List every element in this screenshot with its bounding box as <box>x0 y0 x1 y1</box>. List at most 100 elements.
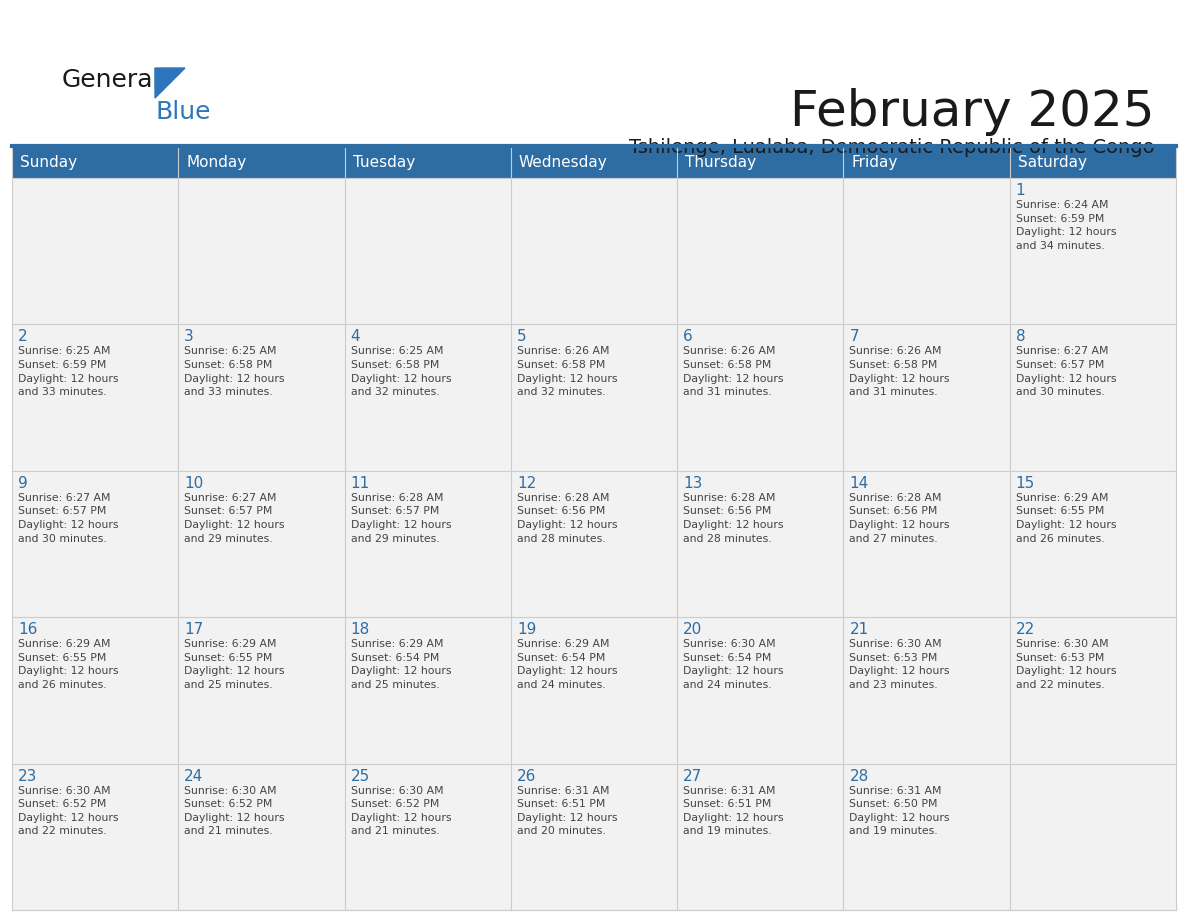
Text: 16: 16 <box>18 622 37 637</box>
Text: Sunrise: 6:31 AM
Sunset: 6:50 PM
Daylight: 12 hours
and 19 minutes.: Sunrise: 6:31 AM Sunset: 6:50 PM Dayligh… <box>849 786 950 836</box>
Text: 19: 19 <box>517 622 536 637</box>
Text: 22: 22 <box>1016 622 1035 637</box>
Text: 26: 26 <box>517 768 536 784</box>
Text: General: General <box>62 68 160 92</box>
Bar <box>178 471 345 617</box>
Text: Sunrise: 6:30 AM
Sunset: 6:52 PM
Daylight: 12 hours
and 22 minutes.: Sunrise: 6:30 AM Sunset: 6:52 PM Dayligh… <box>18 786 119 836</box>
Text: 12: 12 <box>517 476 536 491</box>
Bar <box>511 617 677 764</box>
Bar <box>511 324 677 471</box>
Text: 27: 27 <box>683 768 702 784</box>
Bar <box>1010 471 1176 617</box>
Bar <box>843 324 1010 471</box>
Text: Tshilenge, Lualaba, Democratic Republic of the Congo: Tshilenge, Lualaba, Democratic Republic … <box>630 138 1155 157</box>
Text: Sunrise: 6:28 AM
Sunset: 6:56 PM
Daylight: 12 hours
and 28 minutes.: Sunrise: 6:28 AM Sunset: 6:56 PM Dayligh… <box>683 493 784 543</box>
Bar <box>178 617 345 764</box>
Bar <box>12 178 178 324</box>
Bar <box>345 178 511 324</box>
Bar <box>178 324 345 471</box>
Text: Sunrise: 6:28 AM
Sunset: 6:57 PM
Daylight: 12 hours
and 29 minutes.: Sunrise: 6:28 AM Sunset: 6:57 PM Dayligh… <box>350 493 451 543</box>
Text: Sunrise: 6:27 AM
Sunset: 6:57 PM
Daylight: 12 hours
and 30 minutes.: Sunrise: 6:27 AM Sunset: 6:57 PM Dayligh… <box>1016 346 1117 397</box>
Text: Sunrise: 6:28 AM
Sunset: 6:56 PM
Daylight: 12 hours
and 27 minutes.: Sunrise: 6:28 AM Sunset: 6:56 PM Dayligh… <box>849 493 950 543</box>
Text: 11: 11 <box>350 476 369 491</box>
Bar <box>1010 764 1176 910</box>
Text: 3: 3 <box>184 330 194 344</box>
Text: 25: 25 <box>350 768 369 784</box>
Text: Sunrise: 6:25 AM
Sunset: 6:58 PM
Daylight: 12 hours
and 33 minutes.: Sunrise: 6:25 AM Sunset: 6:58 PM Dayligh… <box>184 346 285 397</box>
Bar <box>843 617 1010 764</box>
Bar <box>677 324 843 471</box>
Bar <box>677 178 843 324</box>
Text: 24: 24 <box>184 768 203 784</box>
Text: Sunrise: 6:31 AM
Sunset: 6:51 PM
Daylight: 12 hours
and 19 minutes.: Sunrise: 6:31 AM Sunset: 6:51 PM Dayligh… <box>683 786 784 836</box>
Bar <box>843 471 1010 617</box>
Text: Sunday: Sunday <box>20 155 77 171</box>
Text: Sunrise: 6:28 AM
Sunset: 6:56 PM
Daylight: 12 hours
and 28 minutes.: Sunrise: 6:28 AM Sunset: 6:56 PM Dayligh… <box>517 493 618 543</box>
Bar <box>677 617 843 764</box>
Text: 9: 9 <box>18 476 27 491</box>
Text: 8: 8 <box>1016 330 1025 344</box>
Text: Sunrise: 6:29 AM
Sunset: 6:54 PM
Daylight: 12 hours
and 24 minutes.: Sunrise: 6:29 AM Sunset: 6:54 PM Dayligh… <box>517 639 618 690</box>
Text: Sunrise: 6:30 AM
Sunset: 6:54 PM
Daylight: 12 hours
and 24 minutes.: Sunrise: 6:30 AM Sunset: 6:54 PM Dayligh… <box>683 639 784 690</box>
Bar <box>345 324 511 471</box>
Bar <box>1010 324 1176 471</box>
Bar <box>1010 617 1176 764</box>
Bar <box>345 764 511 910</box>
Text: 2: 2 <box>18 330 27 344</box>
Text: 28: 28 <box>849 768 868 784</box>
Text: Sunrise: 6:26 AM
Sunset: 6:58 PM
Daylight: 12 hours
and 32 minutes.: Sunrise: 6:26 AM Sunset: 6:58 PM Dayligh… <box>517 346 618 397</box>
Bar <box>843 178 1010 324</box>
Bar <box>511 178 677 324</box>
Text: 18: 18 <box>350 622 369 637</box>
Text: Sunrise: 6:25 AM
Sunset: 6:59 PM
Daylight: 12 hours
and 33 minutes.: Sunrise: 6:25 AM Sunset: 6:59 PM Dayligh… <box>18 346 119 397</box>
Bar <box>677 471 843 617</box>
Text: 14: 14 <box>849 476 868 491</box>
Text: 17: 17 <box>184 622 203 637</box>
Bar <box>12 471 178 617</box>
Text: Sunrise: 6:26 AM
Sunset: 6:58 PM
Daylight: 12 hours
and 31 minutes.: Sunrise: 6:26 AM Sunset: 6:58 PM Dayligh… <box>683 346 784 397</box>
Text: Sunrise: 6:27 AM
Sunset: 6:57 PM
Daylight: 12 hours
and 29 minutes.: Sunrise: 6:27 AM Sunset: 6:57 PM Dayligh… <box>184 493 285 543</box>
Text: 20: 20 <box>683 622 702 637</box>
Bar <box>178 764 345 910</box>
Text: Sunrise: 6:31 AM
Sunset: 6:51 PM
Daylight: 12 hours
and 20 minutes.: Sunrise: 6:31 AM Sunset: 6:51 PM Dayligh… <box>517 786 618 836</box>
Text: February 2025: February 2025 <box>790 88 1155 136</box>
Text: Sunrise: 6:30 AM
Sunset: 6:53 PM
Daylight: 12 hours
and 23 minutes.: Sunrise: 6:30 AM Sunset: 6:53 PM Dayligh… <box>849 639 950 690</box>
Text: Sunrise: 6:29 AM
Sunset: 6:54 PM
Daylight: 12 hours
and 25 minutes.: Sunrise: 6:29 AM Sunset: 6:54 PM Dayligh… <box>350 639 451 690</box>
Bar <box>843 764 1010 910</box>
Text: 10: 10 <box>184 476 203 491</box>
Text: Sunrise: 6:25 AM
Sunset: 6:58 PM
Daylight: 12 hours
and 32 minutes.: Sunrise: 6:25 AM Sunset: 6:58 PM Dayligh… <box>350 346 451 397</box>
Text: 15: 15 <box>1016 476 1035 491</box>
Text: 21: 21 <box>849 622 868 637</box>
Bar <box>677 764 843 910</box>
Bar <box>178 178 345 324</box>
Text: 6: 6 <box>683 330 693 344</box>
Bar <box>345 617 511 764</box>
Polygon shape <box>154 68 185 98</box>
Text: 23: 23 <box>18 768 37 784</box>
Bar <box>12 148 1176 178</box>
Text: 5: 5 <box>517 330 526 344</box>
Text: 1: 1 <box>1016 183 1025 198</box>
Text: 4: 4 <box>350 330 360 344</box>
Text: Sunrise: 6:27 AM
Sunset: 6:57 PM
Daylight: 12 hours
and 30 minutes.: Sunrise: 6:27 AM Sunset: 6:57 PM Dayligh… <box>18 493 119 543</box>
Text: Monday: Monday <box>187 155 247 171</box>
Text: Sunrise: 6:24 AM
Sunset: 6:59 PM
Daylight: 12 hours
and 34 minutes.: Sunrise: 6:24 AM Sunset: 6:59 PM Dayligh… <box>1016 200 1117 251</box>
Text: 13: 13 <box>683 476 702 491</box>
Bar <box>1010 178 1176 324</box>
Text: Sunrise: 6:30 AM
Sunset: 6:53 PM
Daylight: 12 hours
and 22 minutes.: Sunrise: 6:30 AM Sunset: 6:53 PM Dayligh… <box>1016 639 1117 690</box>
Bar <box>12 324 178 471</box>
Bar <box>511 764 677 910</box>
Text: Sunrise: 6:29 AM
Sunset: 6:55 PM
Daylight: 12 hours
and 26 minutes.: Sunrise: 6:29 AM Sunset: 6:55 PM Dayligh… <box>18 639 119 690</box>
Text: 7: 7 <box>849 330 859 344</box>
Text: Sunrise: 6:29 AM
Sunset: 6:55 PM
Daylight: 12 hours
and 25 minutes.: Sunrise: 6:29 AM Sunset: 6:55 PM Dayligh… <box>184 639 285 690</box>
Bar <box>12 617 178 764</box>
Text: Friday: Friday <box>852 155 898 171</box>
Text: Blue: Blue <box>154 100 210 124</box>
Bar <box>511 471 677 617</box>
Text: Thursday: Thursday <box>685 155 757 171</box>
Text: Sunrise: 6:30 AM
Sunset: 6:52 PM
Daylight: 12 hours
and 21 minutes.: Sunrise: 6:30 AM Sunset: 6:52 PM Dayligh… <box>184 786 285 836</box>
Text: Sunrise: 6:29 AM
Sunset: 6:55 PM
Daylight: 12 hours
and 26 minutes.: Sunrise: 6:29 AM Sunset: 6:55 PM Dayligh… <box>1016 493 1117 543</box>
Bar <box>345 471 511 617</box>
Text: Wednesday: Wednesday <box>519 155 607 171</box>
Text: Saturday: Saturday <box>1018 155 1087 171</box>
